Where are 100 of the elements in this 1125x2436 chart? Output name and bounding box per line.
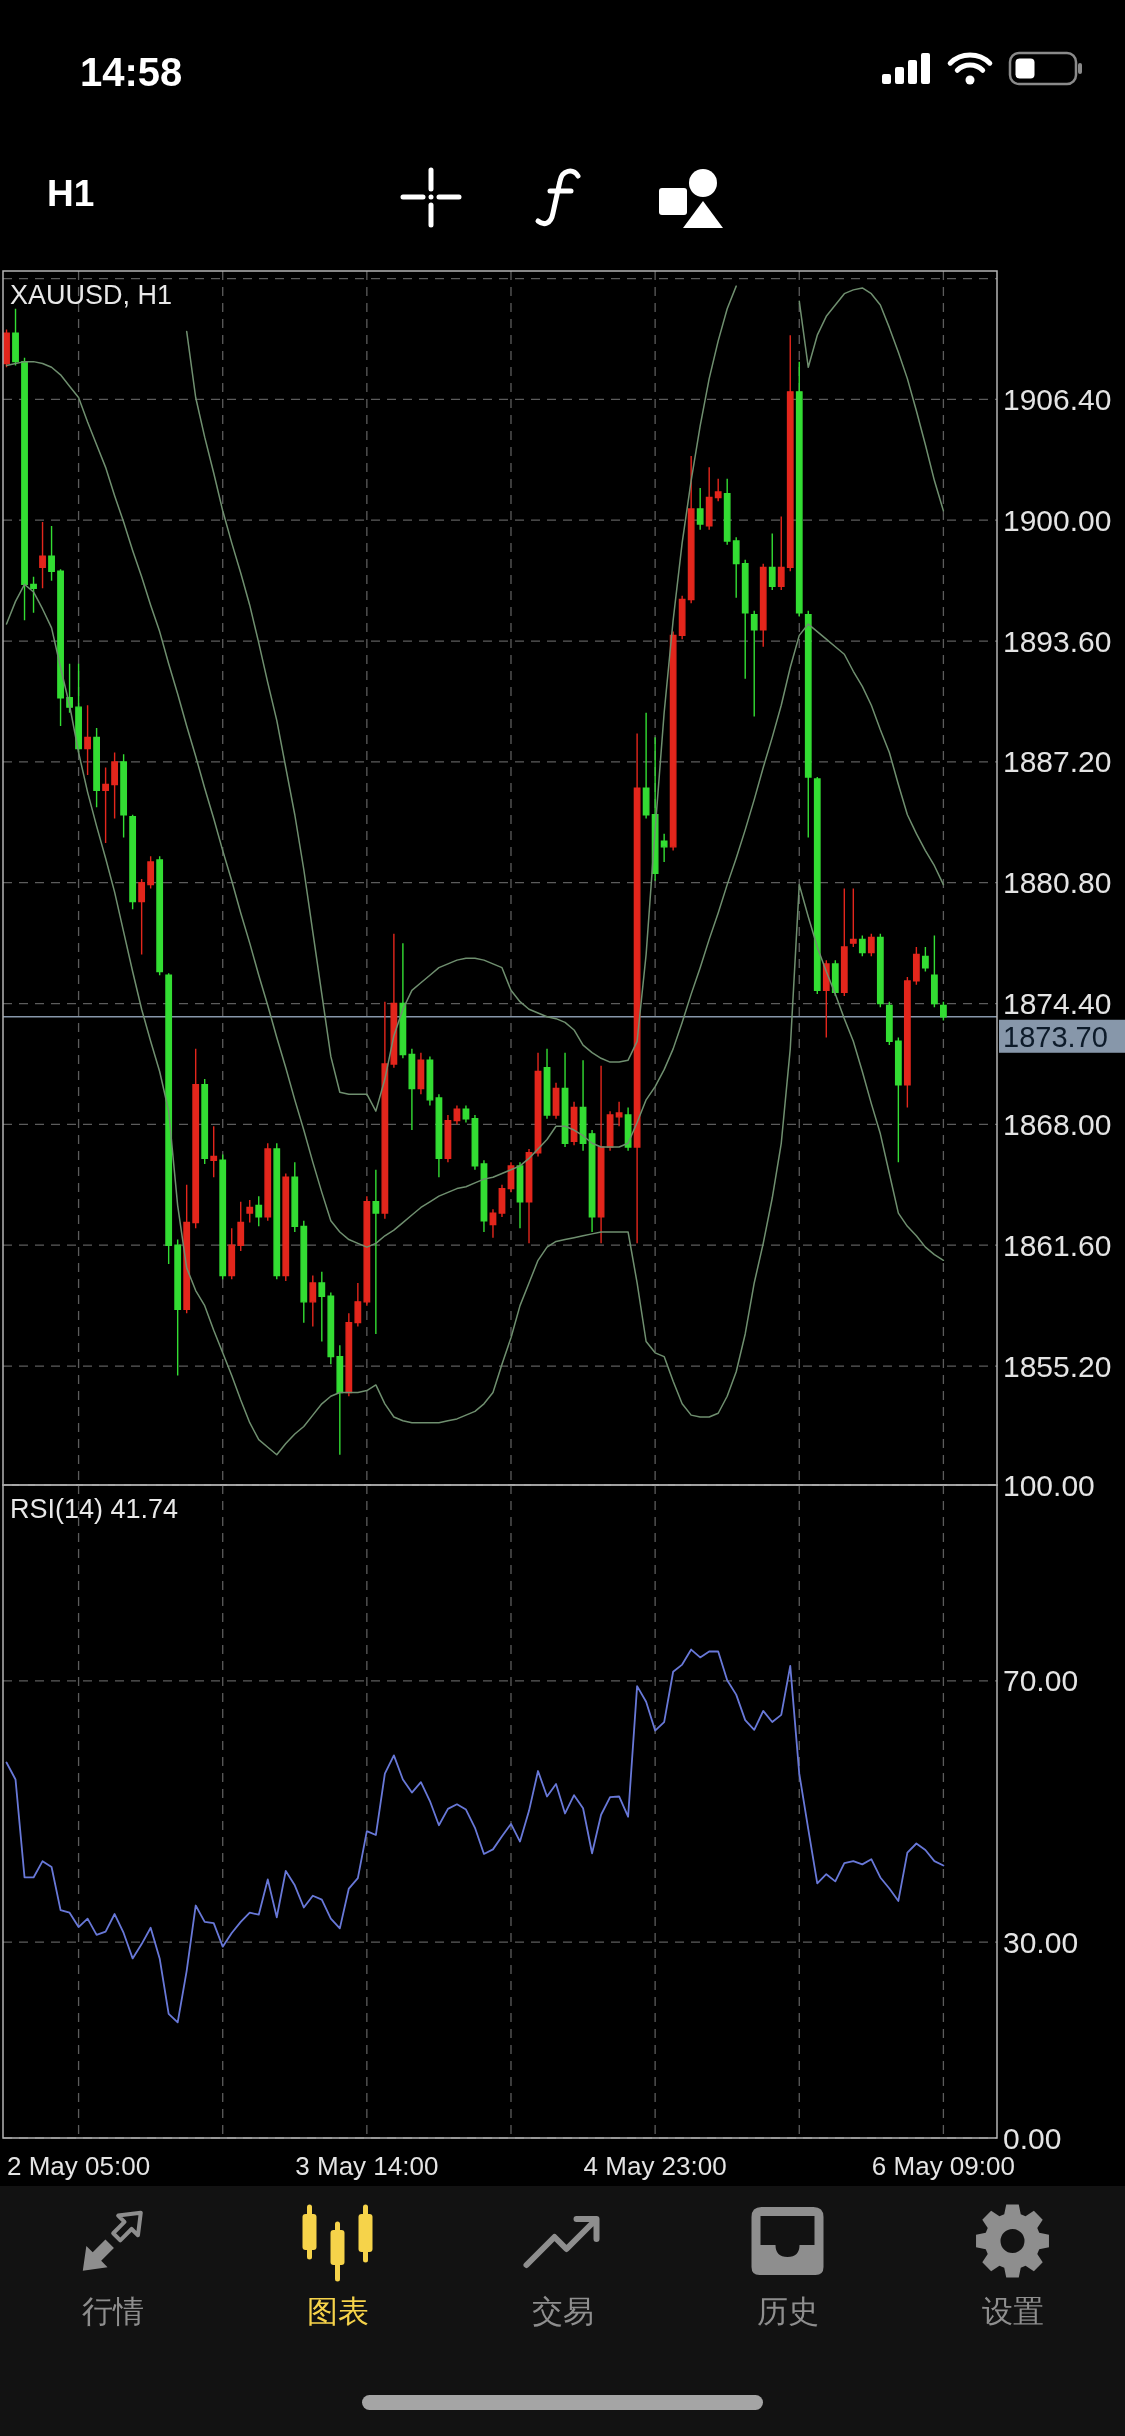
candlestick <box>804 610 812 839</box>
candlestick <box>885 1000 893 1046</box>
y-tick-label: 100.00 <box>1003 1468 1095 1502</box>
candlestick <box>102 766 110 844</box>
y-tick-label: 1887.20 <box>1003 745 1112 779</box>
x-tick-label: 3 May 14:00 <box>295 2151 439 2181</box>
candlestick <box>219 1153 227 1280</box>
candlestick <box>291 1161 299 1233</box>
y-tick-label: 1906.40 <box>1003 382 1112 416</box>
candlestick <box>498 1184 506 1218</box>
text: 设置 <box>981 2293 1044 2329</box>
candlestick <box>192 1048 200 1229</box>
candlestick <box>840 887 848 997</box>
x-tick-label: 4 May 23:00 <box>583 2151 727 2181</box>
candlestick <box>435 1093 443 1178</box>
candlestick <box>183 1184 191 1314</box>
candlestick <box>930 934 938 1009</box>
candlestick <box>642 712 650 820</box>
candlestick <box>696 487 704 531</box>
candlestick <box>354 1282 362 1328</box>
line-series <box>5 360 945 1248</box>
candlestick <box>309 1274 317 1328</box>
candlestick <box>849 887 857 948</box>
candlestick <box>408 1048 416 1131</box>
candlestick <box>138 878 146 956</box>
candlestick <box>264 1142 272 1222</box>
candlestick <box>417 1051 425 1095</box>
candlestick <box>705 466 713 531</box>
candlestick <box>768 532 776 591</box>
candlestick <box>21 357 28 621</box>
candlestick <box>255 1195 263 1228</box>
candlestick <box>723 477 731 546</box>
candlestick <box>588 1129 596 1233</box>
candlestick <box>399 942 407 1060</box>
candlestick <box>660 832 668 863</box>
text: 14:58 <box>80 50 183 94</box>
ref-line-label: 1873.70 <box>1003 1020 1108 1053</box>
chart-title: XAUUSD, H1 <box>10 280 173 310</box>
candlestick <box>426 1055 434 1107</box>
candlestick <box>912 946 920 986</box>
candlestick <box>336 1344 344 1456</box>
candlestick <box>48 525 55 582</box>
candlestick <box>678 595 686 640</box>
candlestick <box>750 610 758 718</box>
candlestick <box>201 1078 209 1165</box>
chart-title: RSI(14) 41.74 <box>10 1494 179 1524</box>
candlestick <box>147 855 155 890</box>
candlestick <box>57 568 64 727</box>
candlestick <box>453 1104 461 1126</box>
candlestick <box>372 1169 380 1335</box>
line-series <box>5 583 945 1456</box>
candlestick <box>795 360 803 618</box>
candlestick <box>813 776 821 995</box>
candlestick <box>318 1270 326 1343</box>
candlestick <box>552 1082 560 1120</box>
candlestick <box>30 576 37 614</box>
candlestick <box>921 946 929 973</box>
y-tick-label: 1880.80 <box>1003 866 1112 900</box>
candlestick <box>480 1159 488 1233</box>
y-tick-label: 1900.00 <box>1003 503 1112 537</box>
candlestick <box>714 477 722 503</box>
candlestick <box>345 1312 353 1397</box>
candlestick <box>210 1125 218 1178</box>
candlestick <box>777 515 785 591</box>
candlestick <box>246 1199 254 1224</box>
candlestick <box>381 1000 389 1220</box>
candlestick <box>543 1048 551 1120</box>
candlestick <box>84 704 91 776</box>
candlestick <box>129 814 137 910</box>
candlestick <box>228 1227 236 1280</box>
text: 历史 <box>756 2293 819 2329</box>
candlestick <box>624 1106 632 1152</box>
candlestick <box>165 972 173 1265</box>
candlestick <box>858 934 866 958</box>
candlestick <box>894 1036 902 1163</box>
line-series <box>5 1648 945 2024</box>
candlestick <box>786 334 794 572</box>
candlestick <box>12 308 19 367</box>
candlestick <box>525 1148 533 1245</box>
y-tick-label: 70.00 <box>1003 1664 1079 1698</box>
text: 交易 <box>531 2293 594 2329</box>
candlestick <box>282 1172 290 1282</box>
candlestick <box>561 1051 569 1148</box>
candlestick <box>174 1238 182 1377</box>
candlestick <box>516 1161 524 1229</box>
candlestick <box>867 933 875 958</box>
candlestick <box>741 559 749 680</box>
y-tick-label: 1893.60 <box>1003 624 1112 658</box>
candlestick <box>876 933 884 1009</box>
candlestick <box>444 1114 452 1163</box>
text: 图表 <box>306 2293 369 2329</box>
candlestick <box>39 521 46 589</box>
x-tick-label: 2 May 05:00 <box>7 2151 151 2181</box>
candlestick <box>597 1065 605 1245</box>
y-tick-label: 1861.60 <box>1003 1228 1112 1262</box>
candlestick <box>534 1051 542 1158</box>
y-tick-label: 1868.00 <box>1003 1107 1112 1141</box>
candlestick <box>111 751 119 820</box>
candlestick <box>273 1142 281 1280</box>
candlestick <box>156 855 164 976</box>
